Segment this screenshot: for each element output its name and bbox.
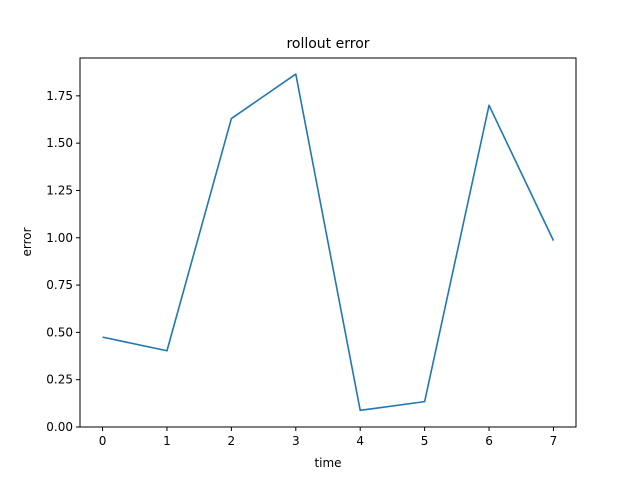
y-tick-label: 1.00	[46, 231, 73, 245]
y-tick-label: 0.50	[46, 325, 73, 339]
x-axis-label: time	[314, 456, 341, 470]
x-tick-label: 0	[99, 434, 107, 448]
x-tick-label: 7	[550, 434, 558, 448]
x-axis-ticks: 0 1 2 3 4 5 6 7	[99, 427, 558, 448]
chart-title: rollout error	[286, 36, 369, 52]
y-tick-label: 0.25	[46, 373, 73, 387]
y-tick-label: 1.75	[46, 89, 73, 103]
y-axis-ticks: 0.00 0.25 0.50 0.75 1.00 1.25 1.50 1.75	[46, 89, 80, 434]
y-tick-label: 1.25	[46, 183, 73, 197]
x-tick-label: 1	[163, 434, 171, 448]
x-tick-label: 2	[228, 434, 236, 448]
x-tick-label: 3	[292, 434, 300, 448]
y-tick-label: 1.50	[46, 136, 73, 150]
series-layer	[102, 73, 555, 412]
x-tick-label: 6	[485, 434, 493, 448]
y-tick-label: 0.00	[46, 420, 73, 434]
y-tick-label: 0.75	[46, 278, 73, 292]
y-axis-label: error	[20, 227, 34, 256]
series-line-0	[102, 73, 555, 412]
plot-frame	[79, 57, 577, 428]
x-tick-label: 4	[356, 434, 364, 448]
x-tick-label: 5	[421, 434, 429, 448]
